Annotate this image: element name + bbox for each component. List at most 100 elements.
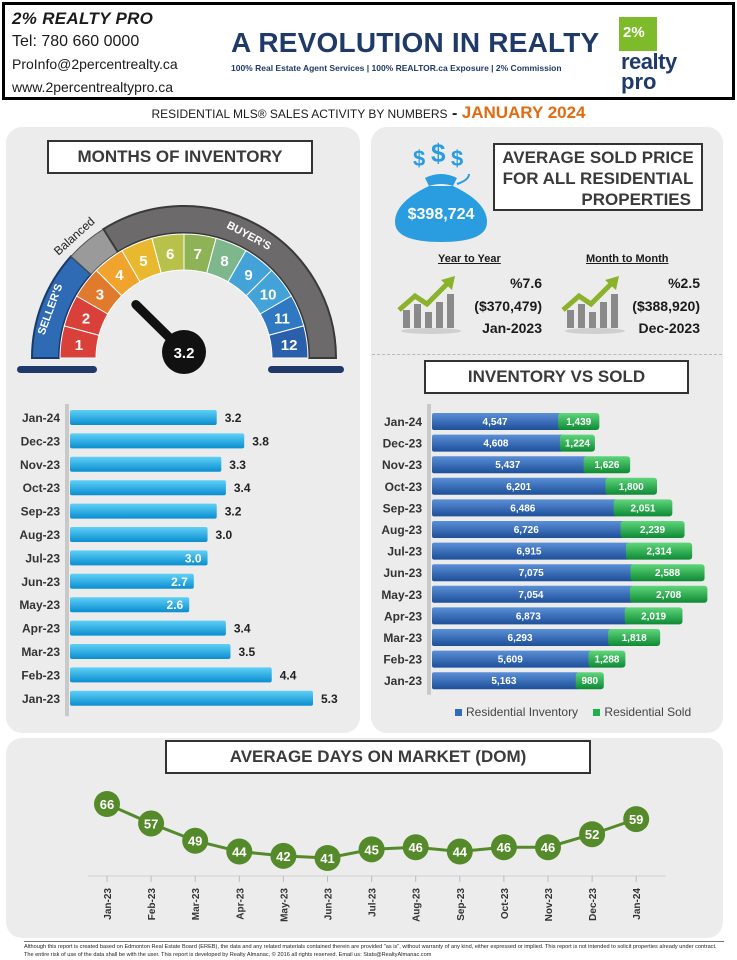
- brand-name: 2% REALTY PRO: [12, 9, 154, 28]
- inventory-data-label: 7,054: [518, 590, 543, 601]
- sold-data-label: 2,314: [647, 547, 672, 558]
- x-tick-label: Jan-24: [632, 888, 643, 920]
- x-tick-label: Jul-23: [368, 888, 379, 917]
- data-label: 2.7: [171, 575, 188, 589]
- category-label: Sep-23: [383, 501, 423, 515]
- average-price-title-line-3: PROPERTIES: [581, 190, 691, 209]
- axis-line: [65, 404, 69, 717]
- category-label: Oct-23: [23, 481, 61, 495]
- gauge-segment-label: 12: [281, 337, 298, 354]
- bar: [70, 573, 194, 589]
- bar: [70, 480, 226, 496]
- sold-bar: [588, 650, 626, 668]
- sold-bar: [630, 564, 705, 582]
- bar: [70, 527, 208, 542]
- category-label: Nov-23: [20, 458, 60, 472]
- data-label: 3.2: [225, 411, 242, 425]
- x-tick-label: Sep-23: [456, 888, 467, 921]
- gauge-segment-label: 2: [82, 310, 90, 327]
- dom-data-label: 44: [453, 845, 468, 860]
- dom-title: AVERAGE DAYS ON MARKET (DOM): [165, 740, 591, 774]
- svg-text:$: $: [431, 140, 446, 168]
- sold-data-label: 1,439: [566, 417, 591, 428]
- category-label: Sep-23: [21, 505, 61, 519]
- gauge-right-foot: [268, 366, 344, 373]
- legend-swatch-inventory: [455, 709, 462, 717]
- gauge-hub: [162, 330, 206, 374]
- gauge-buyers-band: [102, 205, 338, 359]
- bar: [70, 456, 222, 472]
- dom-marker: [270, 842, 297, 869]
- legend-label-sold: Residential Sold: [604, 705, 692, 719]
- category-label: Aug-23: [381, 523, 422, 537]
- gauge-segment-label: 6: [166, 246, 174, 263]
- dom-marker: [623, 806, 650, 833]
- inventory-bar: [432, 629, 613, 646]
- x-tick-label: Jun-23: [324, 888, 335, 921]
- data-label: 3.4: [234, 481, 251, 495]
- report-month: JANUARY 2024: [461, 103, 586, 122]
- inventory-bar: [432, 672, 580, 690]
- inventory-bar: [432, 434, 564, 452]
- sold-data-label: 2,588: [655, 568, 680, 579]
- sold-bar: [625, 542, 693, 560]
- yoy-price: ($370,479): [474, 298, 542, 314]
- x-tick-label: Feb-23: [147, 888, 158, 921]
- x-tick-label: Apr-23: [235, 888, 246, 920]
- sold-data-label: 2,051: [630, 503, 655, 514]
- category-label: Feb-23: [21, 668, 60, 682]
- gauge-segment-label: 3: [96, 286, 104, 303]
- email-address[interactable]: ProInfo@2percentrealty.ca: [12, 56, 178, 72]
- data-label: 3.0: [216, 528, 233, 542]
- phone-number[interactable]: Tel: 780 660 0000: [12, 33, 140, 50]
- category-label: Jul-23: [387, 545, 422, 559]
- website-link[interactable]: www.2percentrealtypro.ca: [12, 79, 174, 95]
- mom-period: Dec-2023: [638, 320, 701, 336]
- logo-pro: pro: [621, 69, 657, 94]
- month-to-month-heading: Month to Month: [586, 253, 669, 265]
- inventory-vs-sold-bar-chart: Jan-24 4,547 1,439 Dec-23 4,608 1,224 Nov-23 5,…: [381, 404, 708, 695]
- inventory-bar: [432, 521, 625, 538]
- dom-data-label: 46: [408, 840, 422, 855]
- sold-bar: [624, 607, 683, 625]
- days-on-market-line-chart: 66 57 49 44 42 41 45 46 44 46 46 52 59 Jan-23 Feb-23 Ma…: [88, 791, 666, 922]
- gauge-segment-label: 8: [220, 253, 228, 270]
- gauge-segment-label: 9: [244, 267, 252, 284]
- bar: [70, 550, 208, 566]
- dom-marker: [314, 845, 341, 871]
- logo-realty: realty: [621, 49, 677, 74]
- inventory-data-label: 6,201: [506, 482, 531, 493]
- legend-label-inventory: Residential Inventory: [466, 705, 579, 719]
- sold-bar: [629, 585, 708, 603]
- bar: [70, 410, 217, 425]
- data-label: 3.3: [229, 458, 246, 472]
- mom-percent: %2.5: [668, 275, 700, 291]
- logo-percent: 2%: [623, 24, 645, 41]
- dom-marker: [579, 821, 606, 848]
- inventory-data-label: 7,075: [519, 568, 544, 579]
- inventory-data-label: 6,293: [508, 633, 533, 644]
- year-to-year-heading: Year to Year: [438, 253, 501, 265]
- inventory-bar: [432, 413, 563, 430]
- sold-bar: [558, 413, 600, 430]
- category-label: Nov-23: [382, 458, 422, 472]
- data-label: 2.6: [167, 598, 184, 612]
- category-label: Feb-23: [383, 653, 422, 667]
- inventory-bar: [432, 456, 588, 474]
- sold-bar: [605, 477, 657, 495]
- category-label: Jun-23: [383, 566, 422, 580]
- dom-data-label: 41: [320, 851, 334, 866]
- inventory-bar: [432, 650, 593, 668]
- dom-data-label: 57: [144, 816, 158, 831]
- inventory-bar: [432, 499, 618, 517]
- category-label: May-23: [19, 598, 60, 612]
- sold-data-label: 2,708: [656, 590, 681, 601]
- gauge-segment-label: 11: [274, 310, 290, 327]
- inventory-data-label: 6,486: [510, 503, 535, 514]
- inventory-bar: [432, 477, 610, 495]
- inventory-bar: [432, 607, 629, 625]
- dom-marker: [138, 810, 165, 837]
- dom-data-label: 52: [585, 827, 599, 842]
- category-label: Jul-23: [25, 551, 60, 565]
- category-label: Mar-23: [21, 645, 60, 659]
